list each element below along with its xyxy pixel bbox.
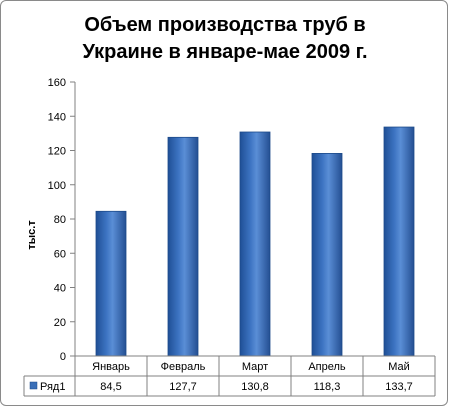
legend-series-name: Ряд1: [40, 381, 65, 393]
x-tick-label: Январь: [92, 361, 130, 373]
x-tick-label: Март: [242, 361, 268, 373]
x-tick-label: Апрель: [308, 361, 346, 373]
bar-3: [239, 131, 271, 357]
y-tick-label: 40: [54, 283, 66, 295]
bar-2: [167, 136, 199, 357]
y-axis-label: тыс.т: [26, 220, 38, 250]
y-tick-label: 0: [60, 351, 66, 363]
y-tick-label: 160: [48, 77, 66, 89]
legend-swatch: [29, 381, 38, 390]
data-label: 84,5: [100, 381, 121, 393]
y-tick-label: 80: [54, 214, 66, 226]
bar-5: [383, 126, 415, 357]
chart-title-line-2: Украине в январе-мае 2009 г.: [82, 41, 368, 63]
bar-4: [311, 153, 343, 357]
data-label: 133,7: [385, 381, 413, 393]
bar-1: [95, 210, 127, 357]
data-label: 127,7: [169, 381, 197, 393]
y-tick-label: 60: [54, 248, 66, 260]
y-tick-label: 100: [48, 180, 66, 192]
data-label: 130,8: [241, 381, 269, 393]
data-label: 118,3: [314, 381, 341, 393]
y-tick-label: 140: [48, 111, 66, 123]
y-tick-label: 120: [48, 146, 66, 158]
y-tick-label: 20: [54, 317, 66, 329]
x-tick-label: Май: [388, 361, 410, 373]
x-tick-label: Февраль: [161, 361, 206, 373]
chart-title-line-1: Объем производства труб в: [84, 14, 366, 36]
